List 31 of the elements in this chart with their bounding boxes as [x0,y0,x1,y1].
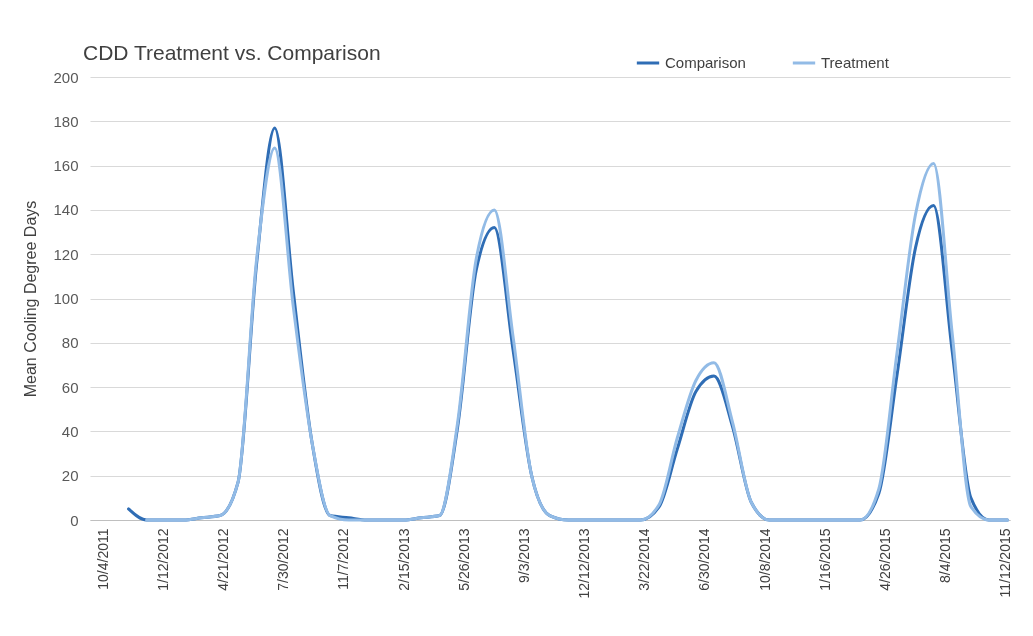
y-tick-label: 0 [70,511,79,529]
x-tick-label: 2/15/2013 [395,528,412,591]
y-tick-label: 140 [53,201,79,219]
x-tick-label: 9/3/2013 [515,528,532,583]
x-tick-label: 8/4/2015 [937,528,954,583]
x-tick-label: 10/8/2014 [756,528,773,591]
chart-title: CDD Treatment vs. Comparison [82,41,381,64]
x-tick-label: 4/26/2015 [876,528,893,591]
x-tick-label: 11/12/2015 [997,528,1014,598]
x-tick-label: 10/4/2011 [94,528,111,590]
x-tick-label: 5/26/2013 [455,528,472,591]
legend-label: Comparison [665,54,746,71]
x-tick-label: 12/12/2013 [576,528,593,599]
y-tick-label: 40 [61,422,79,440]
x-tick-label: 4/21/2012 [215,528,232,591]
x-tick-label: 6/30/2014 [696,528,713,591]
x-tick-label: 11/7/2012 [335,528,352,590]
y-tick-label: 180 [53,112,79,130]
x-tick-label: 3/22/2014 [636,528,653,591]
y-tick-label: 60 [61,378,79,396]
y-axis-title: Mean Cooling Degree Days [22,200,40,398]
y-tick-label: 20 [61,467,79,485]
x-tick-label: 7/30/2012 [275,528,292,591]
y-tick-label: 100 [53,290,79,307]
x-tick-label: 1/12/2012 [154,528,171,591]
legend-label: Treatment [821,54,890,71]
y-tick-label: 160 [53,157,79,175]
y-tick-label: 120 [53,245,79,263]
x-tick-label: 1/16/2015 [816,528,833,591]
y-tick-label: 200 [53,68,79,86]
y-tick-label: 80 [61,334,79,352]
